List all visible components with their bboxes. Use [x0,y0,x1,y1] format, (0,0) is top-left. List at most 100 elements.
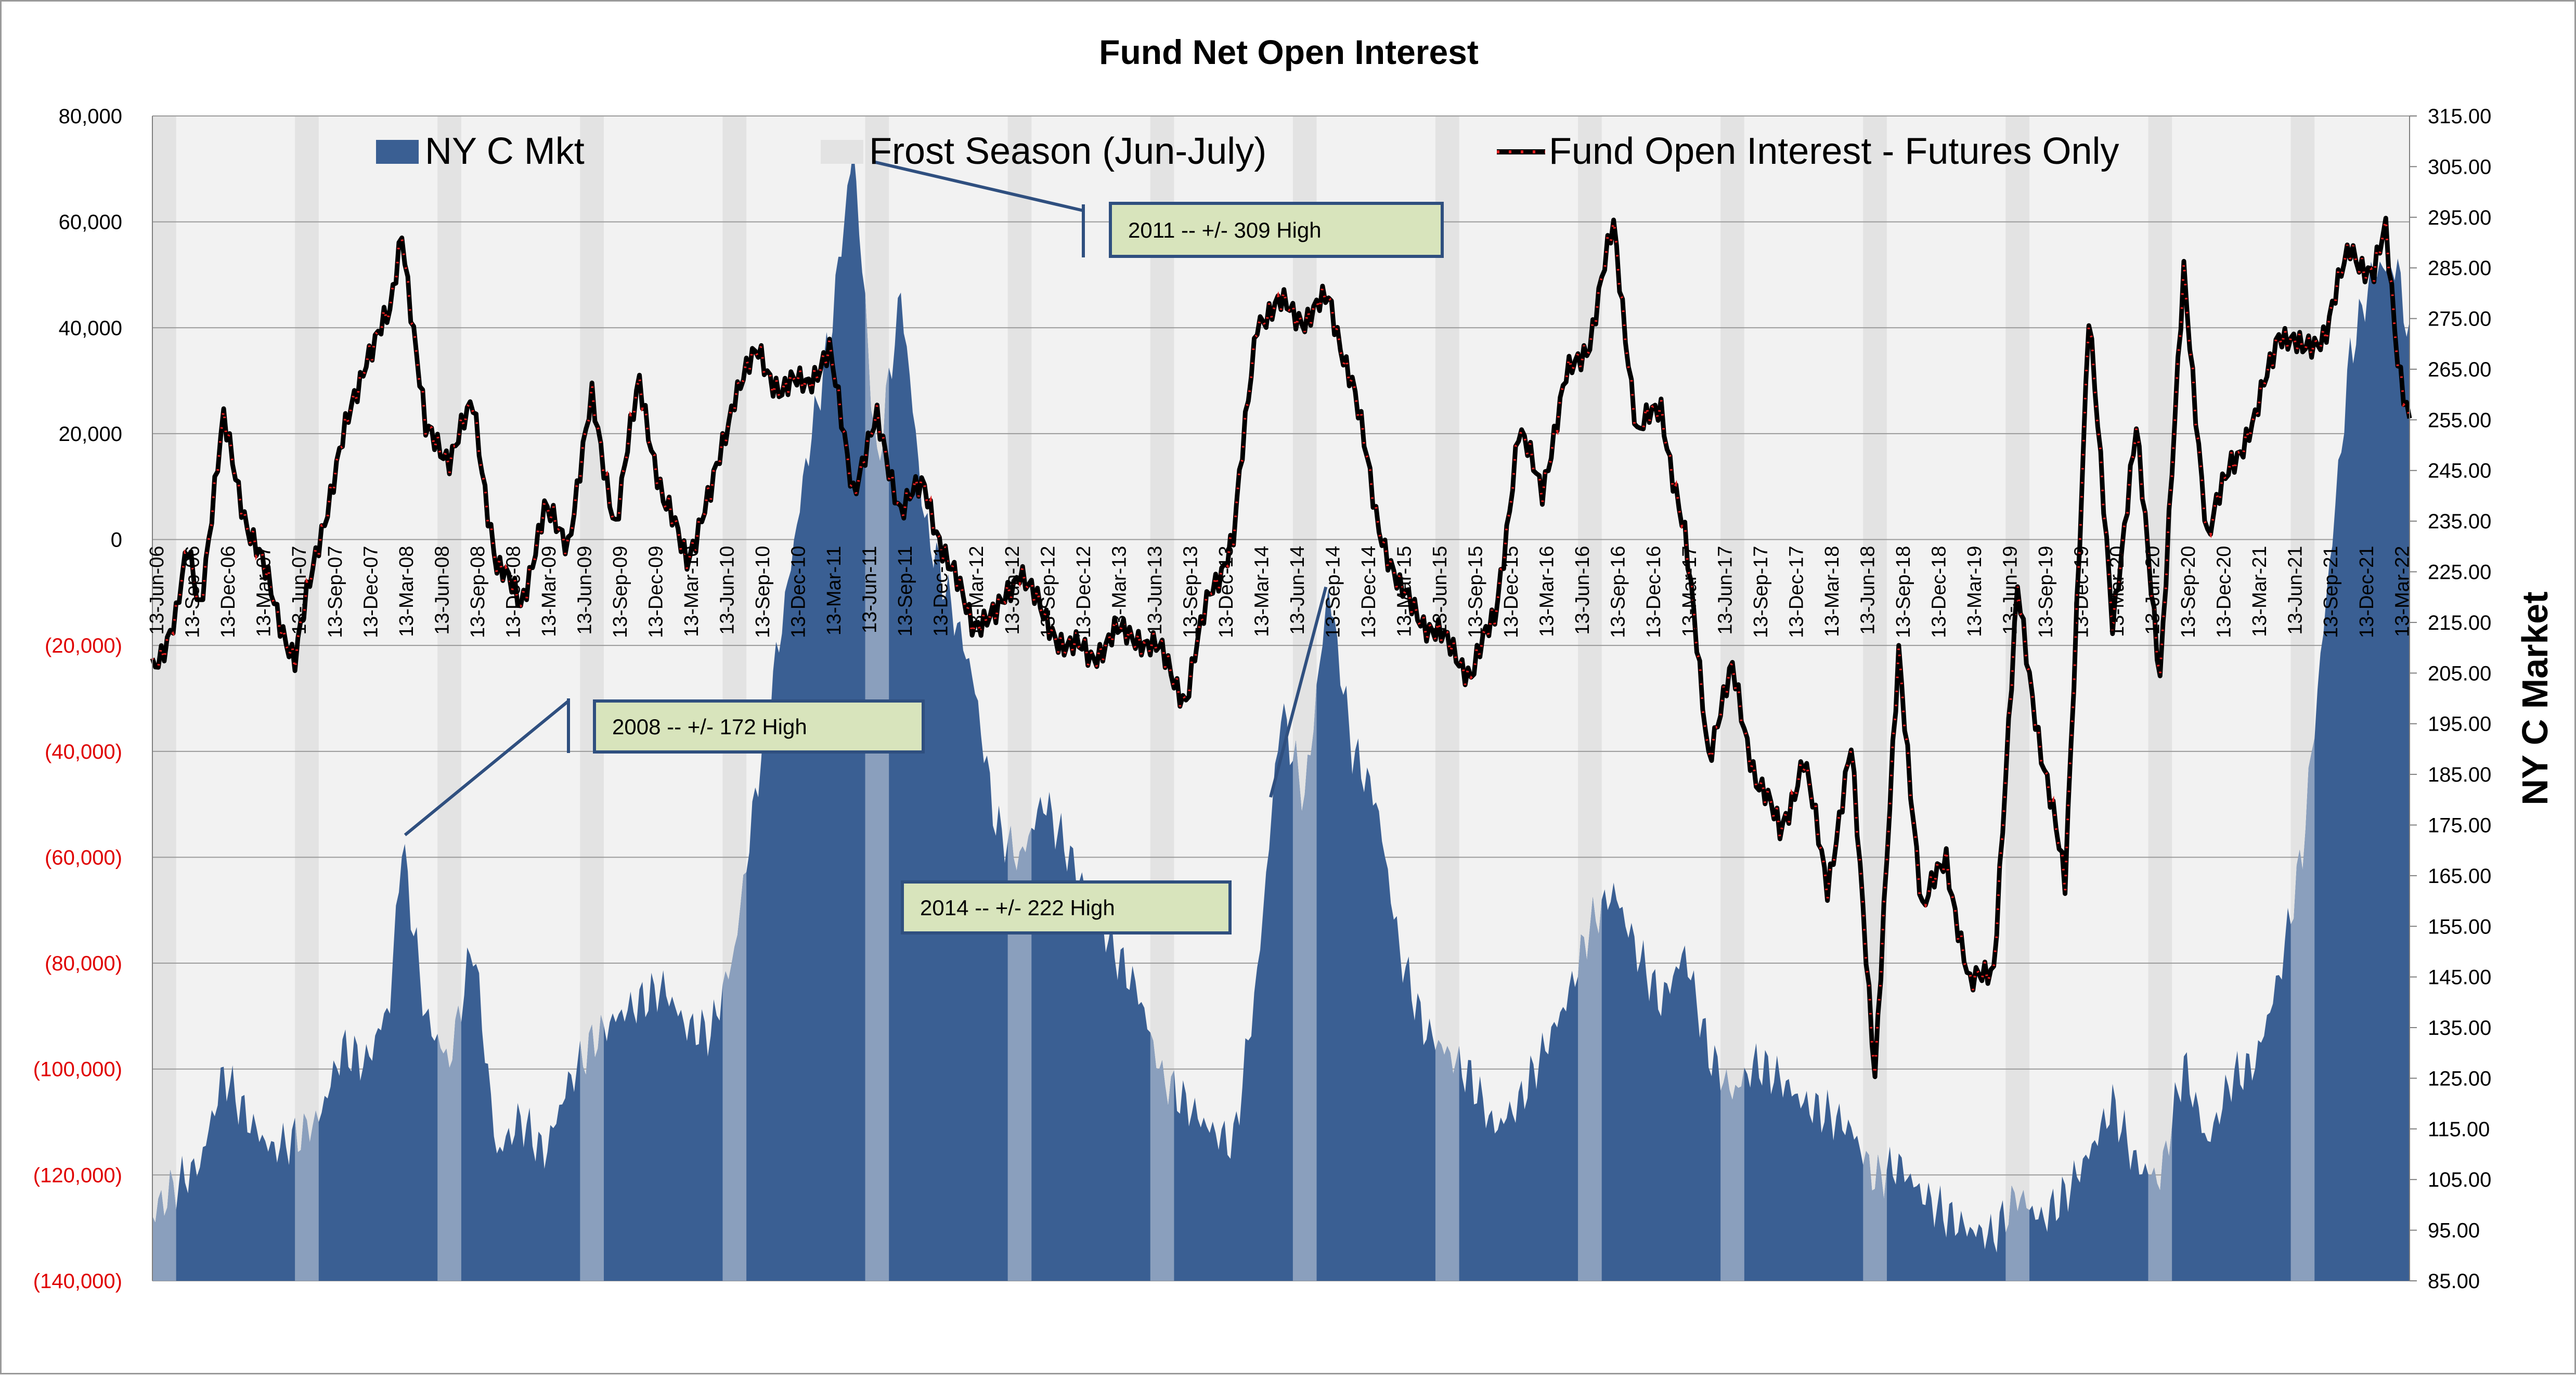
x-tick-label: 13-Jun-09 [574,546,596,635]
x-tick-label: 13-Mar-17 [1679,546,1701,637]
secondary-tick-label: 295.00 [2428,206,2491,229]
callout-text: 2014 -- +/- 222 High [920,895,1115,920]
callout-text: 2008 -- +/- 172 High [612,715,807,739]
secondary-tick-label: 85.00 [2428,1270,2480,1293]
x-tick-label: 13-Mar-19 [1964,546,1986,637]
x-tick-label: 13-Mar-16 [1536,546,1558,637]
x-tick-label: 13-Sep-06 [182,546,204,638]
x-tick-label: 13-Dec-18 [1928,546,1950,638]
legend-label-market: NY C Mkt [425,131,585,172]
x-tick-label: 13-Mar-14 [1251,546,1273,637]
x-tick-label: 13-Sep-17 [1750,546,1772,638]
primary-tick-label: (100,000) [33,1058,122,1081]
callouts: 2011 -- +/- 309 High 2008 -- +/- 172 High… [404,160,1444,934]
x-tick-label: 13-Sep-13 [1180,546,1201,638]
frost-band-2020 [2148,116,2172,1281]
primary-tick-label: (120,000) [33,1164,122,1187]
primary-tick-label: (140,000) [33,1270,122,1293]
x-tick-label: 13-Dec-15 [1500,546,1522,638]
x-tick-label: 13-Jun-08 [431,546,453,635]
secondary-tick-label: 195.00 [2428,713,2491,736]
secondary-tick-label: 215.00 [2428,612,2491,634]
x-tick-label: 13-Jun-16 [1572,546,1594,635]
x-tick-label: 13-Jun-12 [1002,546,1024,635]
x-tick-label: 13-Jun-19 [2000,546,2022,635]
x-tick-label: 13-Mar-10 [681,546,703,637]
x-tick-label: 13-Dec-10 [788,546,810,638]
secondary-tick-label: 125.00 [2428,1067,2491,1090]
x-tick-label: 13-Mar-20 [2106,546,2128,637]
legend: NY C Mkt Frost Season (Jun-July) Fund Op… [376,131,2119,172]
secondary-tick-label: 145.00 [2428,966,2491,989]
x-tick-label: 13-Dec-17 [1785,546,1807,638]
x-tick-label: 13-Jun-21 [2285,546,2307,635]
secondary-tick-label: 185.00 [2428,763,2491,786]
x-tick-label: 13-Sep-12 [1037,546,1059,638]
callout-box [901,880,1232,934]
x-tick-label: 13-Jun-11 [859,546,881,633]
frost-band-2007 [295,116,319,1281]
x-tick-label: 13-Dec-14 [1358,546,1380,638]
secondary-tick-label: 255.00 [2428,409,2491,432]
secondary-tick-label: 245.00 [2428,460,2491,483]
x-tick-label: 13-Dec-07 [360,546,382,638]
x-tick-label: 13-Sep-07 [325,546,346,638]
secondary-y-axis: 315.00 305.00 295.00 285.00 275.00 265.00 255.… [2409,105,2491,1293]
primary-tick-label: (20,000) [45,634,122,657]
secondary-tick-label: 225.00 [2428,561,2491,584]
x-tick-label: 13-Mar-08 [396,546,418,637]
chart-title: Fund Net Open Interest [1099,33,1479,71]
secondary-tick-label: 165.00 [2428,865,2491,888]
secondary-tick-label: 95.00 [2428,1219,2480,1242]
market-area-layer [152,147,2410,1281]
x-tick-label: 13-Sep-20 [2178,546,2199,638]
secondary-tick-label: 175.00 [2428,814,2491,837]
x-tick-label: 13-Dec-21 [2356,546,2378,638]
x-tick-label: 13-Sep-21 [2320,546,2342,638]
x-tick-label: 13-Dec-11 [930,546,952,637]
legend-swatch-market [376,140,419,164]
callout-leader [874,160,1084,212]
x-tick-label: 13-Sep-19 [2035,546,2057,638]
x-tick-label: 13-Dec-06 [217,546,239,638]
x-tick-label: 13-Dec-08 [502,546,524,638]
x-tick-label: 13-Mar-11 [823,546,845,635]
x-tick-label: 13-Sep-08 [467,546,489,638]
x-axis: 13-Jun-06 13-Sep-06 13-Dec-06 13-Mar-07 13-J… [146,546,2413,638]
secondary-tick-label: 115.00 [2428,1118,2490,1141]
x-tick-label: 13-Mar-22 [2391,546,2413,637]
fund-line-layer [150,215,2412,1080]
callout-box [593,699,925,754]
secondary-tick-label: 275.00 [2428,308,2491,331]
primary-tick-label: 80,000 [59,105,122,128]
primary-tick-label: 20,000 [59,423,122,446]
x-tick-label: 13-Mar-07 [253,546,275,637]
legend-label-line: Fund Open Interest - Futures Only [1549,131,2119,172]
x-tick-label: 13-Jun-06 [146,546,168,635]
x-tick-label: 13-Dec-20 [2213,546,2235,638]
x-tick-label: 13-Dec-12 [1073,546,1095,638]
callout-text: 2011 -- +/- 309 High [1128,218,1322,242]
x-tick-label: 13-Sep-09 [610,546,631,638]
secondary-tick-label: 305.00 [2428,155,2491,178]
primary-tick-label: (40,000) [45,741,122,763]
x-tick-label: 13-Jun-18 [1857,546,1879,635]
legend-label-frost: Frost Season (Jun-July) [869,131,1266,172]
primary-tick-label: 60,000 [59,211,122,234]
fund-line-markers [151,217,2411,1077]
x-tick-label: 13-Jun-14 [1287,546,1309,635]
x-tick-label: 13-Jun-15 [1429,546,1451,635]
x-tick-label: 13-Sep-18 [1893,546,1914,638]
x-tick-label: 13-Jun-10 [717,546,739,635]
secondary-tick-label: 315.00 [2428,105,2491,128]
frost-band-2006 [152,116,176,1281]
x-tick-label: 13-Sep-10 [752,546,774,638]
secondary-tick-label: 265.00 [2428,358,2491,381]
primary-tick-label: 0 [111,529,122,552]
frost-band-2018 [1863,116,1887,1281]
x-tick-label: 13-Sep-11 [895,546,916,637]
primary-tick-label: (60,000) [45,846,122,869]
x-tick-label: 13-Jun-17 [1714,546,1736,635]
